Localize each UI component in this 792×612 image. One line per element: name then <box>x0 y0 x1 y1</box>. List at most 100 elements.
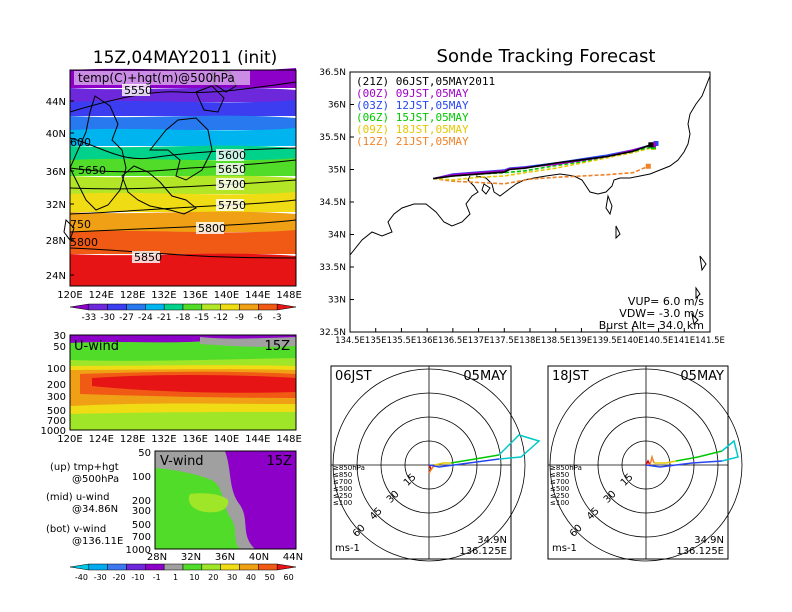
hodograph-trace <box>428 458 500 468</box>
hodograph-trace <box>450 454 500 464</box>
vwind-label: V-wind <box>160 454 204 469</box>
track-lat-ticks: 36.5N 36N 35.5N 35N 34.5N 34N 33.5N 33N 32.5N <box>319 68 354 338</box>
temp-colorbar-label: -6 <box>254 313 263 323</box>
hodograph-trace <box>498 434 541 460</box>
temp-colorbar-label: -24 <box>138 313 153 323</box>
uwind-label: U-wind <box>74 339 119 354</box>
wind-colorbar-label: 20 <box>208 573 218 582</box>
track-lat-tick: 34.5N <box>319 198 346 208</box>
track-lat-tick: 36.5N <box>319 68 346 78</box>
temp-colorbar-swatch <box>220 303 240 311</box>
temp-lon-tick: 140E <box>214 290 239 301</box>
hodograph-layer-label: ≥850hPa <box>333 464 365 472</box>
wind-colorbar-swatch <box>126 563 146 571</box>
wind-colorbar-label: -30 <box>94 573 107 582</box>
contour-label-5700: 5700 <box>218 178 246 191</box>
wind-colorbar-label: -20 <box>113 573 126 582</box>
temp-colorbar-label: -27 <box>119 313 134 323</box>
temp-colorbar-swatch <box>276 303 297 311</box>
temp-band <box>70 253 296 286</box>
temp-band <box>70 230 296 254</box>
track-lat-tick: 34N <box>328 231 346 241</box>
wind-colorbar-swatch <box>107 563 127 571</box>
track-lon-tick: 139.5E <box>592 336 622 346</box>
uwind-lon-tick: 144E <box>245 434 270 445</box>
hodograph-layer-label: ≤850 <box>333 471 352 479</box>
uwind-lon-tick: 148E <box>276 434 301 445</box>
desc-line-1a: (up) tmp+hgt <box>50 462 119 473</box>
wind-colorbar-swatch <box>201 563 221 571</box>
wind-colorbar: -40 -30 -20 -10 -1 1 10 20 30 40 50 60 <box>69 563 297 582</box>
wind-colorbar-label: 30 <box>227 573 237 582</box>
temp-colorbar-label: -30 <box>100 313 115 323</box>
track-series-line <box>433 146 654 181</box>
wind-colorbar-label: 60 <box>283 573 293 582</box>
track-lat-tick: 35.5N <box>319 133 346 143</box>
temp-colorbar-swatch <box>182 303 203 311</box>
uwind-lon-tick: 132E <box>151 434 176 445</box>
wind-colorbar-swatch <box>239 563 259 571</box>
contour-label-5800: 5800 <box>198 222 226 235</box>
vwind-lat-ticks: 28N 32N 36N 40N 44N <box>147 552 303 563</box>
track-lon-tick: 137E <box>468 336 490 346</box>
hodograph-layer-label: ≤100 <box>333 499 352 507</box>
uwind-band-low <box>70 414 296 430</box>
hodograph-layer-label: ≤850 <box>550 471 569 479</box>
wind-colorbar-swatch <box>88 563 108 571</box>
hodograph-layer-label: ≥850hPa <box>550 464 582 472</box>
track-lat-tick: 33N <box>328 296 346 306</box>
hodograph-time-label: 18JST <box>552 369 589 384</box>
track-lon-tick: 136.5E <box>438 336 468 346</box>
vwind-p-tick: 300 <box>132 506 151 517</box>
wind-colorbar-label: -10 <box>131 573 144 582</box>
hodograph-unit: ms-1 <box>552 543 577 554</box>
track-lon-tick: 137.5E <box>489 336 519 346</box>
temp-map-lon-ticks: 120E 124E 128E 132E 136E 140E 144E 148E <box>57 290 302 301</box>
vwind-lat-tick: 28N <box>147 552 167 563</box>
uwind-time: 15Z <box>265 339 291 354</box>
wind-colorbar-label: 10 <box>189 573 199 582</box>
uwind-lon-tick: 140E <box>214 434 239 445</box>
wind-colorbar-label: -1 <box>153 573 161 582</box>
vwind-lat-tick: 44N <box>283 552 303 563</box>
temp-colorbar-swatch <box>239 303 259 311</box>
uwind-p-tick: 700 <box>47 416 66 427</box>
panel-description: (up) tmp+hgt @500hPa (mid) u-wind @34.86… <box>46 462 123 547</box>
vwind-band-lightgreen <box>188 493 229 513</box>
track-legend: (21Z) 06JST,05MAY2011(00Z) 09JST,05MAY(0… <box>356 75 495 148</box>
hodograph-lat: 34.9N <box>477 535 507 546</box>
uwind-lon-tick: 136E <box>182 434 207 445</box>
track-title: Sonde Tracking Forecast <box>437 46 656 67</box>
temp-colorbar-label: -33 <box>81 313 96 323</box>
wind-colorbar-swatch <box>145 563 165 571</box>
temp-band <box>70 128 296 146</box>
desc-line-1b: @500hPa <box>72 474 119 485</box>
edge-label-600: 600 <box>70 136 91 149</box>
hodograph-layer-label: ≤500 <box>333 485 352 493</box>
uwind-band-red <box>92 375 296 393</box>
temp-lat-tick: 44N <box>46 97 66 108</box>
temp-lon-tick: 132E <box>151 290 176 301</box>
track-series-line <box>433 165 649 185</box>
temp-colorbar-label: -3 <box>273 313 282 323</box>
track-legend-entry: (09Z) 18JST,05MAY <box>356 123 469 136</box>
track-lat-tick: 33.5N <box>319 263 346 273</box>
wind-colorbar-label: -40 <box>75 573 88 582</box>
track-legend-entry: (00Z) 09JST,05MAY <box>356 87 469 100</box>
temp-colorbar-label: -9 <box>235 313 244 323</box>
edge-label-5650: 5650 <box>78 164 106 177</box>
temp-colorbar-label: -21 <box>157 313 172 323</box>
track-endpoint-marker <box>648 142 654 148</box>
temp-colorbar-swatch <box>258 303 278 311</box>
vwind-p-tick: 1000 <box>126 545 151 556</box>
hodograph-date-label: 05MAY <box>463 369 507 384</box>
hodograph-layer-label: ≤250 <box>550 492 569 500</box>
uwind-p-tick: 1000 <box>41 426 66 437</box>
desc-line-2a: (mid) u-wind <box>46 492 109 503</box>
wind-colorbar-swatch <box>69 563 90 571</box>
temp-lon-tick: 124E <box>89 290 114 301</box>
hodograph-trace <box>654 460 677 464</box>
